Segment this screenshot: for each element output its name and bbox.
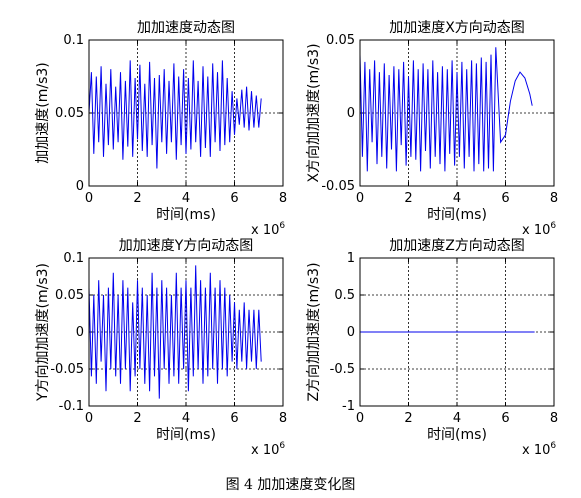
y-tick-label: 0 [76,179,84,194]
x-exponent-label: x 106 [522,221,556,238]
x-tick-label: 6 [501,411,509,426]
x-tick-label: 8 [279,411,287,426]
y-axis-label: Y方向加加速度(m/s3) [35,263,51,402]
y-tick-label: 0 [347,106,355,121]
series-line-1 [88,265,262,399]
x-exponent-label: x 106 [522,441,556,458]
x-exponent-label: x 106 [251,441,285,458]
x-tick-label: 4 [182,411,190,426]
y-tick-label: 0.05 [326,33,355,48]
x-tick-label: 4 [182,191,190,206]
x-exponent-power: 6 [279,441,285,451]
x-tick-label: 4 [453,411,461,426]
chart-title: 加加速度Z方向动态图 [389,238,525,254]
x-exponent-power: 6 [550,441,556,451]
y-tick-label: -0.05 [50,362,84,377]
x-tick-label: 8 [550,191,558,206]
x-tick-label: 0 [85,191,93,206]
series-line-1 [88,60,262,169]
x-axis-label: 时间(ms) [427,207,487,223]
chart-title: 加加速度动态图 [137,20,235,36]
x-tick-label: 6 [230,411,238,426]
figure-caption: 图 4 加加速度变化图 [225,477,356,493]
axes-box [88,39,284,187]
x-exponent-label: x 106 [251,221,285,238]
x-tick-label: 0 [356,191,364,206]
axes-box [88,257,284,407]
y-tick-label: 0 [347,325,355,340]
y-tick-label: -0.05 [321,179,355,194]
x-axis-label: 时间(ms) [156,207,216,223]
x-exponent-power: 6 [279,221,285,231]
y-axis-label: X方向加加速度(m/s3) [306,43,322,182]
y-tick-label: 0.1 [63,251,84,266]
y-tick-label: 0.5 [334,288,355,303]
y-tick-label: 0 [76,325,84,340]
x-tick-label: 6 [230,191,238,206]
axes-box [359,257,555,407]
x-exponent-base: x 10 [522,443,550,458]
y-tick-label: 1 [347,251,355,266]
chart-panel-2: 0 2 4 6 8-0.0500.05加加速度X方向动态图时间(ms)X方向加加速度(m… [306,20,558,238]
chart-title: 加加速度X方向动态图 [389,20,525,36]
x-tick-label: 6 [501,191,509,206]
x-tick-label: 0 [85,411,93,426]
x-tick-label: 2 [404,191,412,206]
y-tick-label: -1 [342,399,355,414]
y-axis-label: 加加速度(m/s3) [35,62,51,163]
y-tick-label: -0.5 [330,362,355,377]
x-axis-label: 时间(ms) [427,427,487,443]
y-tick-label: 0.1 [63,33,84,48]
y-tick-label: 0.05 [55,288,84,303]
x-tick-label: 8 [279,191,287,206]
x-exponent-base: x 10 [522,223,550,238]
x-tick-label: 2 [133,191,141,206]
series-line-1 [359,47,533,172]
x-tick-label: 2 [133,411,141,426]
chart-title: 加加速度Y方向动态图 [119,238,254,254]
x-tick-label: 0 [356,411,364,426]
x-tick-label: 4 [453,191,461,206]
axes-box [359,39,555,187]
y-tick-label: -0.1 [59,399,84,414]
y-axis-label: Z方向加加速度(m/s3) [306,262,322,401]
x-exponent-base: x 10 [251,223,279,238]
x-exponent-power: 6 [550,221,556,231]
x-tick-label: 8 [550,411,558,426]
y-tick-label: 0.05 [55,106,84,121]
x-axis-label: 时间(ms) [156,427,216,443]
x-exponent-base: x 10 [251,443,279,458]
x-tick-label: 2 [404,411,412,426]
